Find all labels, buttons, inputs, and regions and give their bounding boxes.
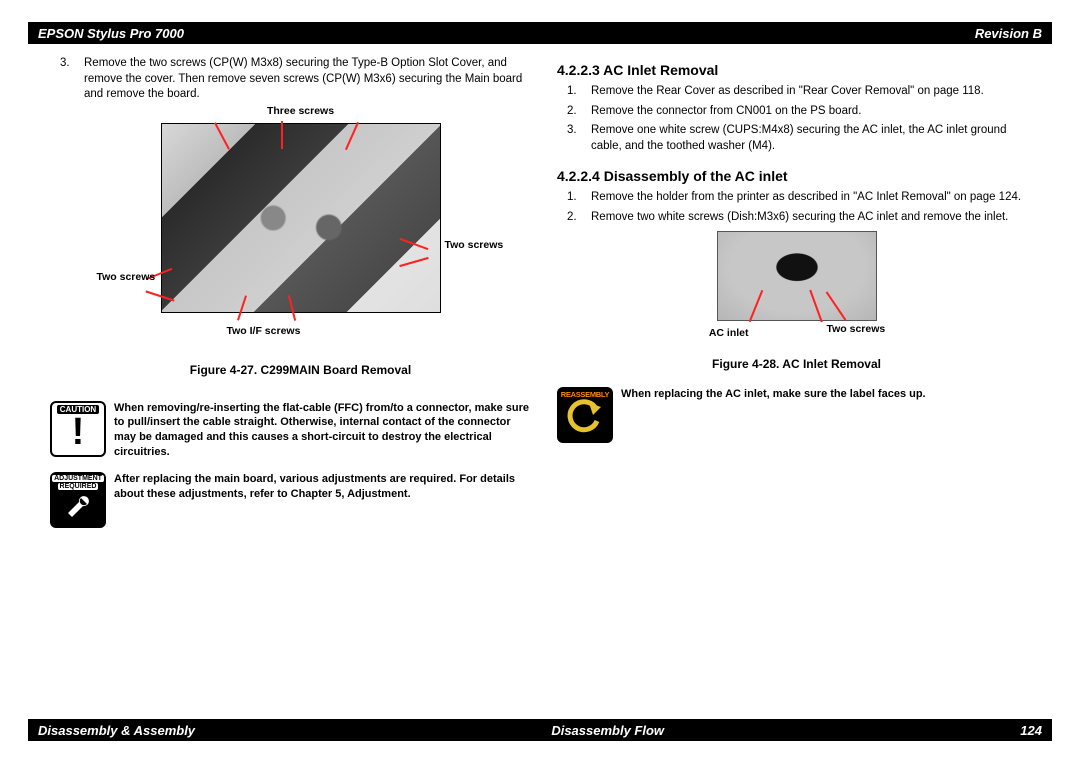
adjustment-callout: ADJUSTMENT REQUIRED After replacing the … — [50, 472, 529, 528]
step-text: Remove the Rear Cover as described in "R… — [591, 85, 984, 97]
caution-text: When removing/re-inserting the flat-cabl… — [114, 401, 529, 460]
left-column: 3. Remove the two screws (CP(W) M3x8) se… — [50, 56, 529, 707]
step-number: 3. — [567, 123, 577, 139]
right-column: 4.2.2.3 AC Inlet Removal 1. Remove the Re… — [557, 56, 1036, 707]
heading-4-2-2-4: 4.2.2.4 Disassembly of the AC inlet — [557, 168, 1036, 184]
step-text: Remove the two screws (CP(W) M3x8) secur… — [84, 57, 522, 100]
figure-4-28: AC inlet Two screws Figure 4-28. AC Inle… — [597, 231, 996, 371]
arrow-line-icon — [281, 121, 283, 149]
list-item: 2. Remove the connector from CN001 on the… — [557, 104, 1036, 120]
reassembly-text: When replacing the AC inlet, make sure t… — [621, 387, 926, 402]
step-text: Remove one white screw (CUPS:M4x8) secur… — [591, 124, 1006, 152]
curved-arrow-icon — [565, 399, 605, 437]
heading-4-2-2-3: 4.2.2.3 AC Inlet Removal — [557, 62, 1036, 78]
footer-bar: Disassembly & Assembly Disassembly Flow … — [28, 719, 1052, 741]
reassembly-icon: REASSEMBLY — [557, 387, 613, 443]
list-item: 3. Remove one white screw (CUPS:M4x8) sec… — [557, 123, 1036, 154]
annotation-two-screws: Two screws — [827, 323, 887, 335]
list-item: 1. Remove the Rear Cover as described in … — [557, 84, 1036, 100]
figure-4-28-photo — [717, 231, 877, 321]
adjustment-text: After replacing the main board, various … — [114, 472, 529, 502]
adjustment-icon: ADJUSTMENT REQUIRED — [50, 472, 106, 528]
footer-left: Disassembly & Assembly — [38, 723, 195, 738]
caution-callout: CAUTION ! When removing/re-inserting the… — [50, 401, 529, 460]
step-number: 2. — [567, 210, 577, 226]
header-left: EPSON Stylus Pro 7000 — [38, 26, 184, 41]
content-area: 3. Remove the two screws (CP(W) M3x8) se… — [50, 56, 1036, 707]
figure-4-28-container: AC inlet Two screws — [647, 231, 947, 321]
annotation-two-screws-right: Two screws — [445, 239, 505, 251]
annotation-three-screws: Three screws — [101, 105, 501, 117]
list-item: 1. Remove the holder from the printer as … — [557, 190, 1036, 206]
figure-4-27: Three screws — [90, 109, 511, 377]
footer-center: Disassembly Flow — [551, 723, 664, 738]
reassembly-callout: REASSEMBLY When replacing the AC inlet, … — [557, 387, 1036, 443]
step-number: 3. — [60, 56, 70, 72]
left-step-3: 3. Remove the two screws (CP(W) M3x8) se… — [50, 56, 529, 103]
wrench-icon — [63, 492, 93, 518]
adjustment-tag1: ADJUSTMENT — [52, 475, 104, 482]
figure-4-28-caption: Figure 4-28. AC Inlet Removal — [597, 357, 996, 371]
list-4-2-2-3: 1. Remove the Rear Cover as described in … — [557, 84, 1036, 154]
annotation-ac-inlet: AC inlet — [689, 327, 749, 339]
figure-4-27-photo — [161, 123, 441, 313]
step-text: Remove the connector from CN001 on the P… — [591, 105, 861, 117]
annotation-two-screws-left: Two screws — [97, 271, 157, 283]
left-steps: 3. Remove the two screws (CP(W) M3x8) se… — [50, 56, 529, 103]
exclamation-icon: ! — [72, 414, 85, 450]
caution-icon: CAUTION ! — [50, 401, 106, 457]
step-number: 1. — [567, 84, 577, 100]
figure-4-27-container: Three screws — [101, 109, 501, 313]
header-bar: EPSON Stylus Pro 7000 Revision B — [28, 22, 1052, 44]
step-number: 1. — [567, 190, 577, 206]
adjustment-tag2: REQUIRED — [58, 483, 99, 490]
annotation-two-if-screws: Two I/F screws — [227, 325, 317, 337]
list-4-2-2-4: 1. Remove the holder from the printer as … — [557, 190, 1036, 225]
step-text: Remove two white screws (Dish:M3x6) secu… — [591, 211, 1008, 223]
footer-page: 124 — [1020, 723, 1042, 738]
step-text: Remove the holder from the printer as de… — [591, 191, 1021, 203]
header-right: Revision B — [975, 26, 1042, 41]
step-number: 2. — [567, 104, 577, 120]
figure-4-27-caption: Figure 4-27. C299MAIN Board Removal — [90, 363, 511, 377]
list-item: 2. Remove two white screws (Dish:M3x6) se… — [557, 210, 1036, 226]
page: EPSON Stylus Pro 7000 Revision B 3. Remo… — [0, 0, 1080, 763]
reassembly-tag: REASSEMBLY — [561, 390, 609, 399]
